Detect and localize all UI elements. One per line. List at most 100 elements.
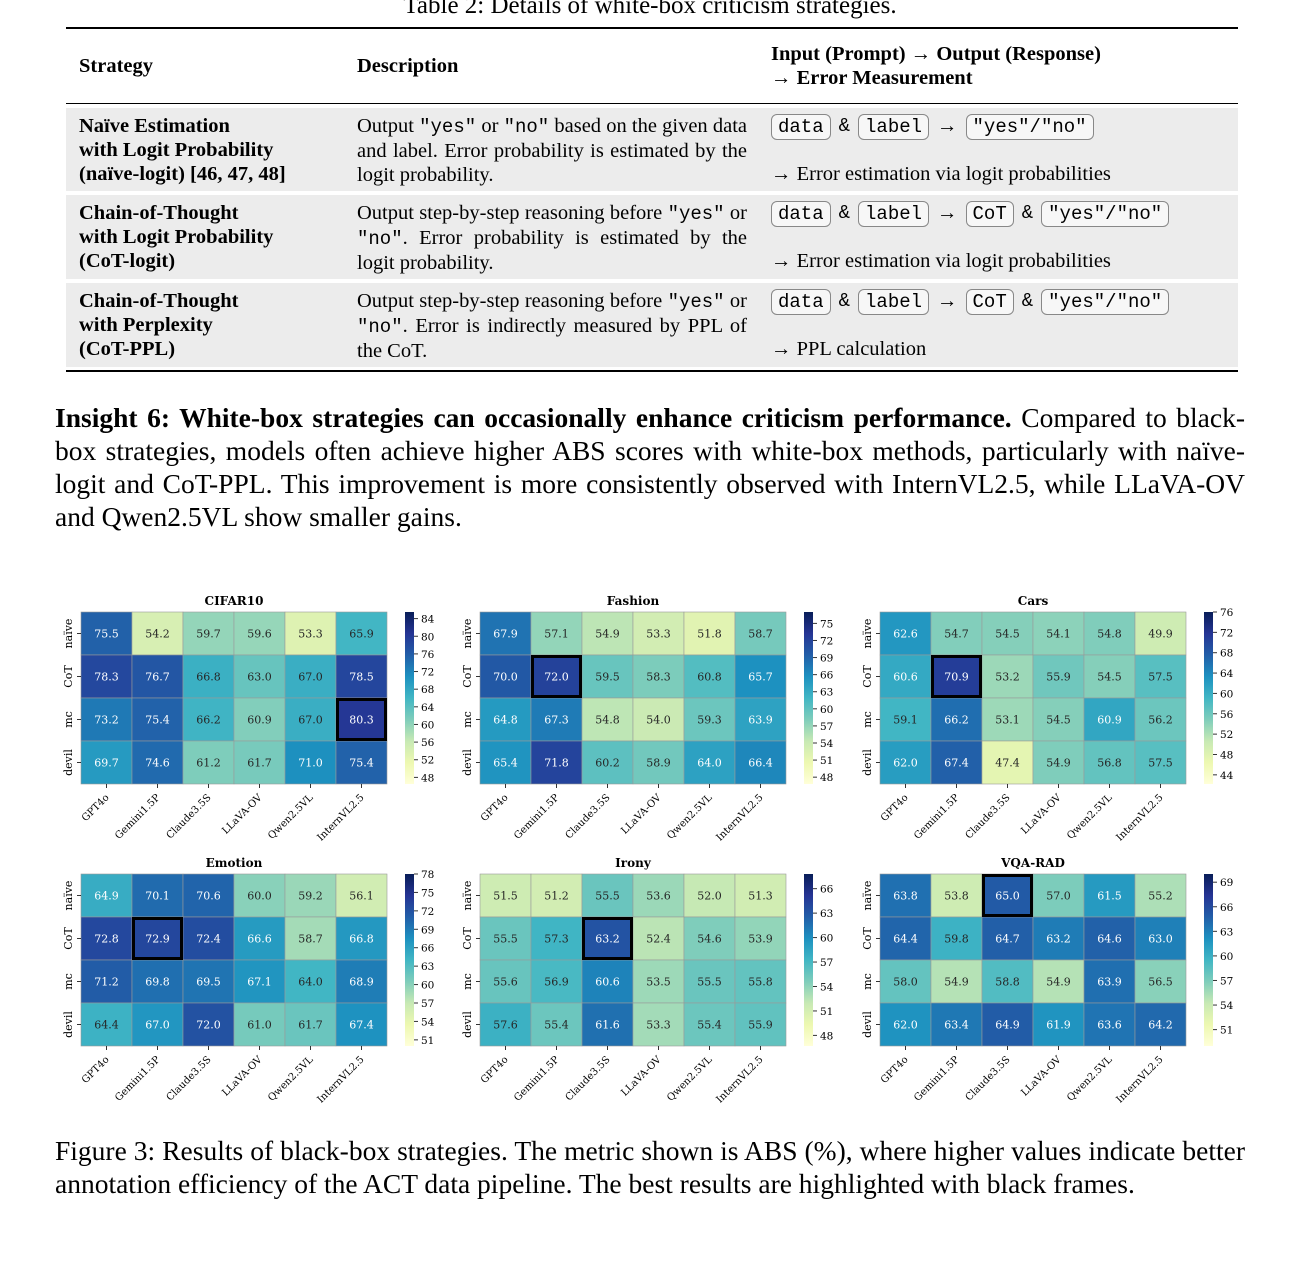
cell-value: 51.3 xyxy=(748,890,773,903)
col-label: LLaVA-OV xyxy=(220,1054,265,1099)
col-label: Qwen2.5VL xyxy=(1065,1054,1115,1104)
cell-value: 59.3 xyxy=(697,714,722,727)
cell-value: 51.5 xyxy=(493,890,518,903)
colorbar-label: 84 xyxy=(421,614,435,626)
strategy-name-line: (CoT-PPL) xyxy=(79,338,176,360)
heatmap-cell xyxy=(131,959,184,1004)
cell-value: 59.1 xyxy=(893,714,918,727)
heatmap-cell xyxy=(479,697,532,742)
colorbar-label: 66 xyxy=(1220,902,1234,914)
strategy-name-line: Chain-of-Thought xyxy=(79,202,239,224)
cell-value: 60.8 xyxy=(697,671,722,684)
colorbar-label: 76 xyxy=(421,649,435,661)
row-label: mc xyxy=(461,973,474,990)
colorbar-label: 60 xyxy=(1220,951,1233,963)
token-box: data xyxy=(771,114,831,140)
cell-value: 53.3 xyxy=(646,1019,671,1032)
row-label: devil xyxy=(861,1011,874,1038)
heatmap-cell xyxy=(1032,740,1085,785)
cell-value: 72.0 xyxy=(196,1019,221,1032)
cell-value: 60.2 xyxy=(595,757,620,770)
io-flow: data & label → CoT & "yes"/"no" xyxy=(771,201,1238,249)
heatmap-cell xyxy=(131,697,184,742)
cell-value: 54.5 xyxy=(1046,714,1071,727)
heatmap-cell xyxy=(930,959,983,1004)
heatmap-cell xyxy=(80,1002,133,1047)
heatmap-title: Fashion xyxy=(607,594,660,608)
colorbar-label: 57 xyxy=(820,957,833,969)
table-row: Naïve Estimation with Logit Probability (n… xyxy=(66,108,1238,191)
cell-value: 59.2 xyxy=(298,890,323,903)
colorbar xyxy=(804,612,813,784)
heatmap-cell xyxy=(284,916,337,961)
error-measurement: → Error estimation via logit probabiliti… xyxy=(771,250,1111,272)
figure-3-heatmaps: CIFAR10 75.5 54.2 59.7 59.6 53.3 65.9 78.3 76.7 6… xyxy=(62,594,1234,1105)
cell-value: 61.9 xyxy=(1046,1019,1071,1032)
cell-value: 64.0 xyxy=(697,757,722,770)
heatmap-cell xyxy=(930,873,983,918)
colorbar-label: 48 xyxy=(820,1030,833,1042)
col-label: GPT4o xyxy=(80,1054,112,1086)
colorbar-label: 72 xyxy=(421,667,434,679)
colorbar-label: 69 xyxy=(1220,877,1233,889)
heatmap-cell xyxy=(335,959,388,1004)
token-symbol: → xyxy=(937,115,958,137)
colorbar-label: 80 xyxy=(421,631,434,643)
cell-value: 68.9 xyxy=(349,976,374,989)
row-label: CoT xyxy=(461,927,474,950)
heatmap-cell xyxy=(1032,1002,1085,1047)
heatmap-cell xyxy=(632,916,685,961)
colorbar xyxy=(804,874,813,1046)
token-box: "yes"/"no" xyxy=(1041,289,1170,315)
colorbar-label: 60 xyxy=(820,933,833,945)
cell-value: 60.9 xyxy=(1097,714,1122,727)
cell-value: 47.4 xyxy=(995,757,1020,770)
col-label: LLaVA-OV xyxy=(1019,792,1064,837)
colorbar-label: 68 xyxy=(421,684,434,696)
col-label: GPT4o xyxy=(879,1054,911,1086)
insight-paragraph: Insight 6: White-box strategies can occa… xyxy=(55,401,1245,533)
cell-value: 70.1 xyxy=(145,890,170,903)
heatmap-irony: Irony 51.5 51.2 55.5 53.6 52.0 51.3 55.5 57.3 63.… xyxy=(461,856,834,1105)
colorbar-label: 63 xyxy=(421,961,434,973)
cell-value: 78.5 xyxy=(349,671,374,684)
best-result-frame xyxy=(582,917,633,960)
heatmap-cell xyxy=(233,1002,286,1047)
row-label: naïve xyxy=(461,619,474,649)
col-label: GPT4o xyxy=(80,792,112,824)
heatmap-cell xyxy=(930,611,983,656)
table-header: Strategy Description Input (Prompt) → Ou… xyxy=(66,29,1238,103)
heatmap-cell xyxy=(683,916,736,961)
colorbar-label: 72 xyxy=(820,635,833,647)
heatmap-cell xyxy=(581,611,634,656)
heatmap-title: Irony xyxy=(615,856,652,870)
header-io-line1: Input (Prompt) → Output (Response) xyxy=(771,43,1101,65)
cell-value: 53.1 xyxy=(995,714,1020,727)
cell-value: 55.5 xyxy=(493,933,518,946)
cell-value: 56.5 xyxy=(1148,976,1173,989)
header-io: Input (Prompt) → Output (Response) → Erro… xyxy=(771,42,1238,94)
col-label: LLaVA-OV xyxy=(619,1054,664,1099)
heatmap-cell xyxy=(683,959,736,1004)
colorbar-label: 56 xyxy=(1220,709,1234,721)
cell-value: 66.4 xyxy=(748,757,773,770)
cell-value: 66.2 xyxy=(944,714,969,727)
colorbar-label: 64 xyxy=(421,702,435,714)
token-box: data xyxy=(771,289,831,315)
row-label: devil xyxy=(861,749,874,776)
token-symbol: & xyxy=(1021,202,1034,224)
col-label: Qwen2.5VL xyxy=(665,1054,715,1104)
heatmap-cell xyxy=(530,1002,583,1047)
heatmap-cell xyxy=(879,654,932,699)
cell-value: 61.2 xyxy=(196,757,221,770)
heatmap-emotion: Emotion 64.9 70.1 70.6 60.0 59.2 56.1 72.8 72.9 7… xyxy=(62,856,435,1105)
cell-value: 63.2 xyxy=(1046,933,1071,946)
colorbar-label: 51 xyxy=(820,755,833,767)
heatmap-cell xyxy=(1083,611,1136,656)
cell-value: 67.0 xyxy=(298,714,323,727)
col-label: Gemini1.5P xyxy=(912,1054,962,1104)
row-label: naïve xyxy=(861,619,874,649)
cell-value: 53.2 xyxy=(995,671,1020,684)
cell-value: 57.0 xyxy=(1046,890,1071,903)
col-label: Qwen2.5VL xyxy=(266,792,316,842)
